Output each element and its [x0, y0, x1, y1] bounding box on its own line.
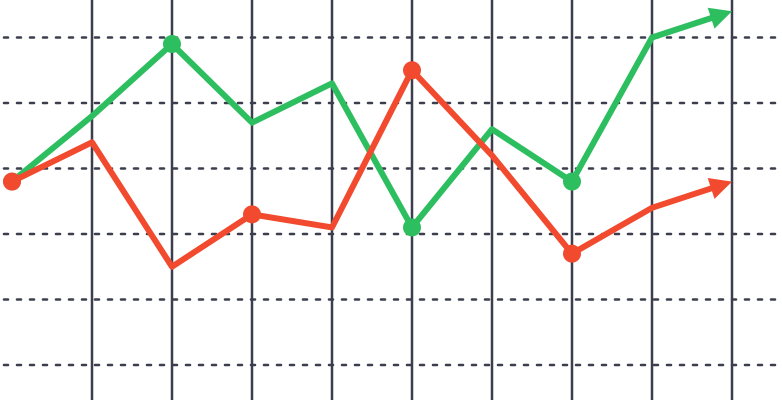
series-1-point	[563, 172, 581, 191]
series-2-point	[3, 172, 21, 191]
series-1-point	[163, 35, 181, 54]
series-1-line	[9, 13, 718, 231]
series-layer	[3, 7, 732, 270]
series-2-point	[403, 61, 421, 80]
series-2-arrowhead	[707, 177, 732, 199]
series-1-arrowhead	[707, 7, 732, 29]
series-2-line	[9, 67, 718, 270]
series-2-point	[243, 205, 261, 224]
series-2-point	[563, 244, 581, 263]
series-1-point	[403, 218, 421, 237]
